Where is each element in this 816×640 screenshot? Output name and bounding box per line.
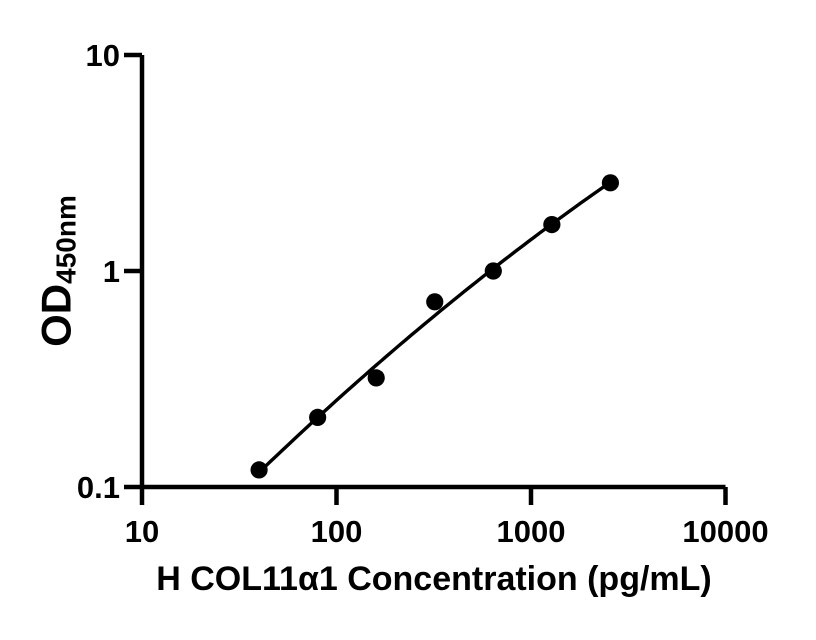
data-point: [601, 174, 620, 192]
x-tick-label: 1000: [497, 514, 566, 549]
axis-spine: [139, 55, 726, 490]
data-point: [543, 215, 561, 234]
data-point: [426, 293, 444, 311]
data-point: [250, 461, 268, 479]
x-tick-label: 100: [311, 514, 363, 549]
y-axis-title-subscript: 450nm: [50, 195, 82, 284]
y-axis-title-main: OD: [32, 283, 80, 347]
data-point: [484, 262, 502, 280]
data-point: [309, 408, 327, 427]
y-tick-label: 10: [86, 38, 120, 73]
y-axis-title: OD450nm: [32, 195, 82, 347]
y-tick-label: 1: [103, 254, 120, 289]
x-tick-label: 10000: [682, 514, 768, 549]
data-point: [367, 369, 385, 387]
y-tick-label: 0.1: [77, 470, 120, 505]
x-axis-title: H COL11α1 Concentration (pg/mL): [156, 560, 712, 598]
x-tick-label: 10: [125, 514, 159, 549]
